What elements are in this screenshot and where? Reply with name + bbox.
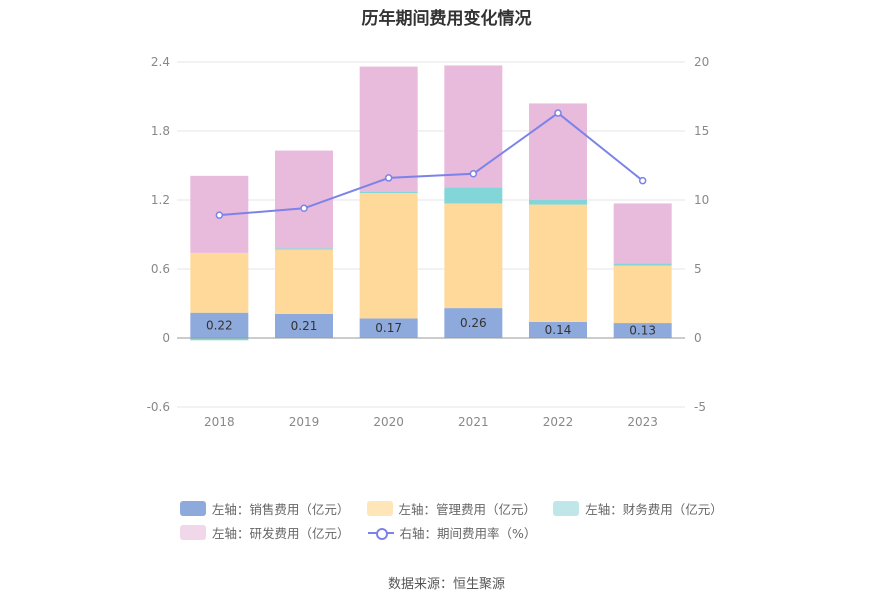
right-axis-tick-label: 20: [694, 55, 709, 69]
bar-segment-rnd[interactable]: [613, 203, 672, 264]
x-axis-tick-label: 2022: [543, 415, 574, 429]
rate-line-point[interactable]: [554, 109, 562, 117]
legend-row-2: 左轴：研发费用（亿元） 右轴：期间费用率（%）: [180, 520, 740, 544]
bar-data-label: 0.17: [375, 321, 402, 335]
left-axis-tick-label: 0.6: [151, 262, 170, 276]
grid-lines: [177, 61, 685, 408]
rate-line-point[interactable]: [300, 204, 308, 213]
bar-segment-sales[interactable]: [190, 312, 249, 338]
x-axis-tick-label: 2021: [458, 415, 489, 429]
axes: 2.4 20 1.8 15 1.2 10 0.6 5 0 0 -0.6 -5 2018 2019 2020 2…: [147, 55, 710, 429]
bar-segment-finance[interactable]: [190, 338, 249, 341]
right-axis-tick-label: 15: [694, 124, 709, 138]
bar-data-label: 0.26: [460, 316, 487, 330]
legend-item-finance[interactable]: 左轴：财务费用（亿元）: [553, 499, 723, 518]
bars: 0.22 0.21 0.17 0.26 0.14 0.13: [190, 65, 672, 341]
legend-label-finance: 左轴：财务费用（亿元）: [585, 501, 723, 517]
bar-segment-admin[interactable]: [190, 252, 249, 313]
rate-line-path: [219, 111, 644, 217]
legend-swatch-finance: [553, 500, 580, 516]
legend-line-rate-icon: [367, 525, 394, 540]
bar-segment-admin[interactable]: [613, 265, 672, 324]
legend-label-admin: 左轴：管理费用（亿元）: [398, 501, 537, 517]
data-source: 数据来源：恒生聚源: [387, 577, 505, 592]
bar-segment-finance[interactable]: [359, 191, 418, 194]
x-axis-tick-label: 2018: [204, 415, 235, 429]
bar-segment-sales[interactable]: [613, 323, 672, 338]
legend-label-rate: 右轴：期间费用率（%）: [399, 525, 537, 541]
legend-item-rnd[interactable]: 左轴：研发费用（亿元）: [180, 523, 350, 542]
bar-segment-sales[interactable]: [444, 308, 503, 338]
rate-line-point[interactable]: [215, 211, 224, 219]
bar-segment-finance[interactable]: [444, 187, 503, 204]
legend-row-1: 左轴：销售费用（亿元） 左轴：管理费用（亿元） 左轴：财务费用（亿元）: [180, 496, 740, 520]
bar-data-label: 0.21: [291, 319, 318, 333]
rate-line: [215, 109, 647, 219]
x-axis-tick-label: 2020: [373, 415, 404, 429]
rate-line-point[interactable]: [384, 174, 393, 182]
left-axis-tick-label: 1.2: [151, 193, 170, 207]
bar-segment-sales[interactable]: [275, 313, 333, 338]
bar-segment-sales[interactable]: [529, 321, 587, 338]
right-axis-tick-label: -5: [694, 400, 706, 414]
legend-swatch-sales: [180, 500, 206, 516]
chart-title: 历年期间费用变化情况: [361, 9, 532, 29]
legend-swatch-rnd: [180, 524, 206, 540]
left-axis-tick-label: 0: [162, 331, 170, 345]
legend-item-rate[interactable]: 右轴：期间费用率（%）: [367, 523, 537, 542]
x-axis-tick-label: 2023: [627, 415, 658, 429]
legend-label-rnd: 左轴：研发费用（亿元）: [212, 525, 350, 541]
rate-line-point[interactable]: [638, 176, 647, 185]
bar-data-label: 0.13: [629, 324, 656, 338]
bar-segment-sales[interactable]: [359, 318, 418, 338]
bar-segment-finance[interactable]: [529, 200, 587, 205]
bar-segment-rnd[interactable]: [275, 150, 333, 249]
bar-segment-finance[interactable]: [613, 263, 672, 266]
bar-segment-rnd[interactable]: [529, 103, 587, 200]
right-axis-tick-label: 5: [694, 262, 702, 276]
x-axis-tick-label: 2019: [289, 415, 320, 429]
legend-label-sales: 左轴：销售费用（亿元）: [211, 501, 350, 517]
bar-segment-rnd[interactable]: [444, 65, 503, 188]
legend-item-admin[interactable]: 左轴：管理费用（亿元）: [366, 499, 537, 518]
bar-segment-finance[interactable]: [275, 248, 333, 250]
left-axis-tick-label: -0.6: [147, 400, 170, 414]
bar-segment-admin[interactable]: [529, 204, 587, 322]
legend-swatch-admin: [366, 500, 393, 516]
left-axis-tick-label: 1.8: [151, 124, 170, 138]
legend: 左轴：销售费用（亿元） 左轴：管理费用（亿元） 左轴：财务费用（亿元） 左轴：研…: [180, 496, 740, 544]
bar-data-label: 0.22: [206, 318, 233, 332]
right-axis-tick-label: 0: [694, 331, 702, 345]
bar-segment-rnd[interactable]: [359, 66, 418, 192]
bar-data-label: 0.14: [545, 323, 572, 337]
bar-segment-admin[interactable]: [275, 249, 333, 314]
left-axis-tick-label: 2.4: [151, 55, 170, 69]
rate-line-point[interactable]: [469, 170, 478, 178]
right-axis-tick-label: 10: [694, 193, 709, 207]
legend-item-sales[interactable]: 左轴：销售费用（亿元）: [180, 499, 349, 518]
bar-segment-admin[interactable]: [359, 193, 418, 319]
bar-segment-admin[interactable]: [444, 203, 503, 309]
